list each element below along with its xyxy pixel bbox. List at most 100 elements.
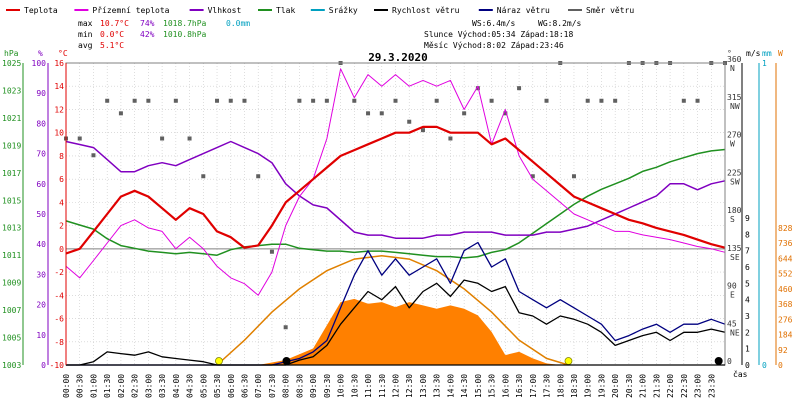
unit-temp: °C bbox=[58, 49, 68, 58]
wind-dir-point bbox=[215, 98, 220, 103]
wind-dir-point bbox=[146, 98, 151, 103]
wind-dir-point bbox=[530, 174, 535, 179]
x-tick-label: 16:30 bbox=[515, 374, 524, 398]
sunrise-marker bbox=[215, 357, 223, 365]
x-axis-label: čas bbox=[733, 369, 748, 379]
unit-mm: mm bbox=[762, 49, 772, 58]
wind-dir-point bbox=[228, 98, 233, 103]
deg-tick-label: 180 bbox=[727, 206, 742, 215]
x-tick-label: 22:00 bbox=[666, 374, 675, 398]
unit-pct: % bbox=[38, 49, 43, 58]
wind-dir-point bbox=[695, 98, 700, 103]
pct-tick-label: 90 bbox=[36, 89, 46, 98]
legend-label: Rychlost větru bbox=[392, 6, 460, 15]
x-tick-label: 17:30 bbox=[543, 374, 552, 398]
pct-tick-label: 10 bbox=[36, 331, 46, 340]
temp-tick-label: -8 bbox=[54, 338, 64, 347]
wind-dir-point bbox=[681, 98, 686, 103]
deg-tick-label: 360 bbox=[727, 55, 742, 64]
temp-tick-label: 0 bbox=[59, 245, 64, 254]
x-tick-label: 14:30 bbox=[460, 374, 469, 398]
ms-tick-label: 9 bbox=[745, 214, 750, 223]
pct-tick-label: 100 bbox=[32, 59, 47, 68]
wind-dir-point bbox=[160, 136, 165, 141]
x-tick-label: 00:30 bbox=[76, 374, 85, 398]
temp-tick-label: -10 bbox=[50, 361, 65, 370]
hpa-tick-label: 1009 bbox=[2, 279, 21, 288]
stats-max-press: 1018.7hPa bbox=[163, 19, 207, 28]
ms-tick-label: 6 bbox=[745, 263, 750, 272]
wind-dir-point bbox=[434, 98, 439, 103]
temp-tick-label: -6 bbox=[54, 315, 64, 324]
legend-label: Směr větru bbox=[586, 6, 634, 15]
x-tick-label: 03:30 bbox=[158, 374, 167, 398]
x-tick-label: 11:30 bbox=[378, 374, 387, 398]
ms-tick-label: 0 bbox=[745, 361, 750, 370]
w-tick-label: 184 bbox=[778, 331, 793, 340]
stats-min-hum: 42% bbox=[140, 30, 155, 39]
temp-tick-label: 12 bbox=[54, 105, 64, 114]
temp-tick-label: 4 bbox=[59, 198, 64, 207]
wind-dir-point bbox=[118, 111, 123, 116]
temp-tick-label: 16 bbox=[54, 59, 64, 68]
legend-label: Srážky bbox=[329, 6, 358, 15]
w-tick-label: 460 bbox=[778, 285, 793, 294]
wind-dir-point bbox=[599, 98, 604, 103]
temp-tick-label: -2 bbox=[54, 268, 64, 277]
ground-temp-line bbox=[65, 68, 726, 296]
x-tick-label: 20:30 bbox=[625, 374, 634, 398]
wind-dir-point bbox=[585, 98, 590, 103]
ms-tick-label: 2 bbox=[745, 328, 750, 337]
x-tick-label: 14:00 bbox=[446, 374, 455, 398]
ms-tick-label: 1 bbox=[745, 345, 750, 354]
mm-tick-label: 1 bbox=[762, 59, 767, 68]
dir-tick-label: NE bbox=[730, 328, 740, 337]
hpa-tick-label: 1005 bbox=[2, 334, 21, 343]
dir-tick-label: S bbox=[730, 215, 735, 224]
x-tick-label: 19:30 bbox=[597, 374, 606, 398]
x-tick-label: 21:30 bbox=[652, 374, 661, 398]
stats-min-temp: 0.0°C bbox=[100, 30, 124, 39]
wind-dir-point bbox=[613, 98, 618, 103]
solar-theoretical-line bbox=[216, 255, 569, 366]
pressure-line bbox=[65, 148, 726, 259]
legend-label: Teplota bbox=[24, 6, 58, 15]
x-tick-label: 08:00 bbox=[282, 374, 291, 398]
wind-dir-point bbox=[269, 249, 274, 254]
hpa-tick-label: 1019 bbox=[2, 141, 21, 150]
pct-tick-label: 70 bbox=[36, 150, 46, 159]
axis-units: hPa % °C ° m/s mm W bbox=[4, 49, 783, 58]
x-tick-label: 07:30 bbox=[268, 374, 277, 398]
temp-tick-label: -4 bbox=[54, 291, 64, 300]
w-tick-label: 552 bbox=[778, 270, 793, 279]
legend-label: Vlhkost bbox=[208, 6, 242, 15]
w-tick-label: 736 bbox=[778, 239, 793, 248]
x-tick-label: 04:30 bbox=[186, 374, 195, 398]
wind-dir-point bbox=[105, 98, 110, 103]
unit-ms: m/s bbox=[746, 49, 761, 58]
stats-max-rain: 0.0mm bbox=[226, 19, 250, 28]
stats-avg-temp: 5.1°C bbox=[100, 41, 124, 50]
stats-wg: WG:8.2m/s bbox=[538, 19, 582, 28]
x-tick-label: 13:00 bbox=[419, 374, 428, 398]
dir-tick-label: NW bbox=[730, 102, 740, 111]
chart-title: 29.3.2020 bbox=[368, 51, 428, 64]
hpa-tick-label: 1025 bbox=[2, 59, 21, 68]
x-tick-label: 18:00 bbox=[556, 374, 565, 398]
plot-area bbox=[64, 61, 727, 366]
x-tick-label: 05:30 bbox=[213, 374, 222, 398]
stats-max-label: max bbox=[78, 19, 93, 28]
ms-tick-label: 4 bbox=[745, 296, 750, 305]
hpa-tick-label: 1023 bbox=[2, 86, 21, 95]
wind-dir-point bbox=[393, 98, 398, 103]
x-tick-label: 23:30 bbox=[707, 374, 716, 398]
stats-sun: Slunce Východ:05:34 Západ:18:18 bbox=[424, 30, 573, 39]
deg-tick-label: 135 bbox=[727, 244, 742, 253]
mm-tick-label: 0 bbox=[762, 361, 767, 370]
unit-hpa: hPa bbox=[4, 49, 19, 58]
w-tick-label: 644 bbox=[778, 254, 793, 263]
wind-dir-point bbox=[311, 98, 316, 103]
legend-label: Tlak bbox=[276, 6, 295, 15]
wind-dir-point bbox=[187, 136, 192, 141]
